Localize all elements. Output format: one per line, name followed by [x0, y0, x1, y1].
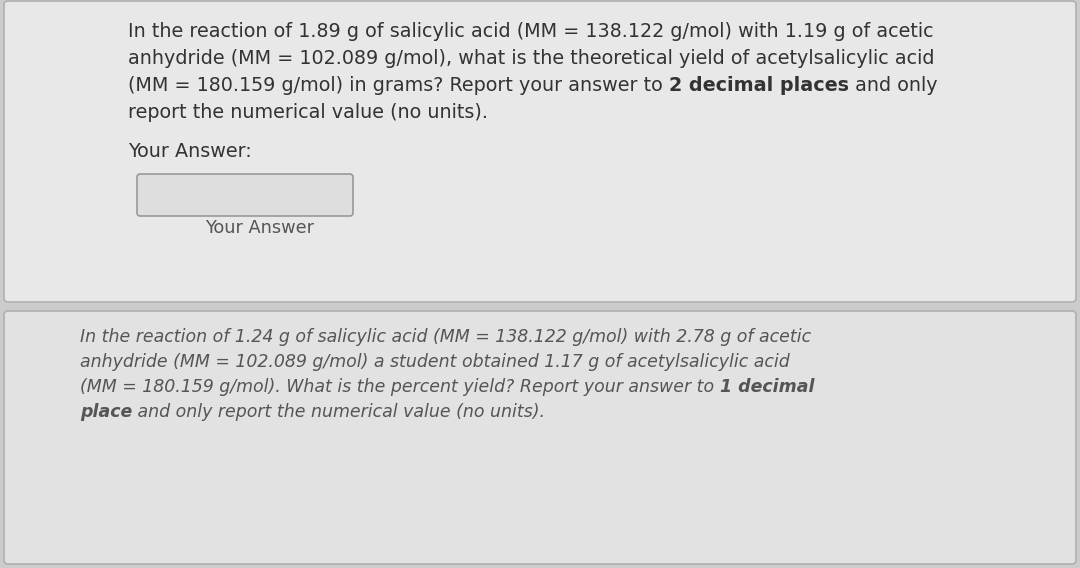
- Text: In the reaction of 1.89 g of salicylic acid (MM = 138.122 g/mol) with 1.19 g of : In the reaction of 1.89 g of salicylic a…: [129, 22, 933, 41]
- Text: 1 decimal: 1 decimal: [719, 378, 814, 396]
- Text: and only report the numerical value (no units).: and only report the numerical value (no …: [132, 403, 545, 421]
- Text: place: place: [80, 403, 132, 421]
- FancyBboxPatch shape: [4, 1, 1076, 302]
- FancyBboxPatch shape: [137, 174, 353, 216]
- Text: anhydride (MM = 102.089 g/mol) a student obtained 1.17 g of acetylsalicylic acid: anhydride (MM = 102.089 g/mol) a student…: [80, 353, 789, 371]
- Text: Your Answer:: Your Answer:: [129, 142, 252, 161]
- Text: anhydride (MM = 102.089 g/mol), what is the theoretical yield of acetylsalicylic: anhydride (MM = 102.089 g/mol), what is …: [129, 49, 934, 68]
- Text: (MM = 180.159 g/mol). What is the percent yield? Report your answer to: (MM = 180.159 g/mol). What is the percen…: [80, 378, 719, 396]
- Text: report the numerical value (no units).: report the numerical value (no units).: [129, 103, 488, 122]
- Text: In the reaction of 1.24 g of salicylic acid (MM = 138.122 g/mol) with 2.78 g of : In the reaction of 1.24 g of salicylic a…: [80, 328, 811, 346]
- Text: and only: and only: [849, 76, 937, 95]
- Text: 2 decimal places: 2 decimal places: [669, 76, 849, 95]
- FancyBboxPatch shape: [4, 311, 1076, 564]
- Text: Your Answer: Your Answer: [205, 219, 314, 237]
- Text: (MM = 180.159 g/mol) in grams? Report your answer to: (MM = 180.159 g/mol) in grams? Report yo…: [129, 76, 669, 95]
